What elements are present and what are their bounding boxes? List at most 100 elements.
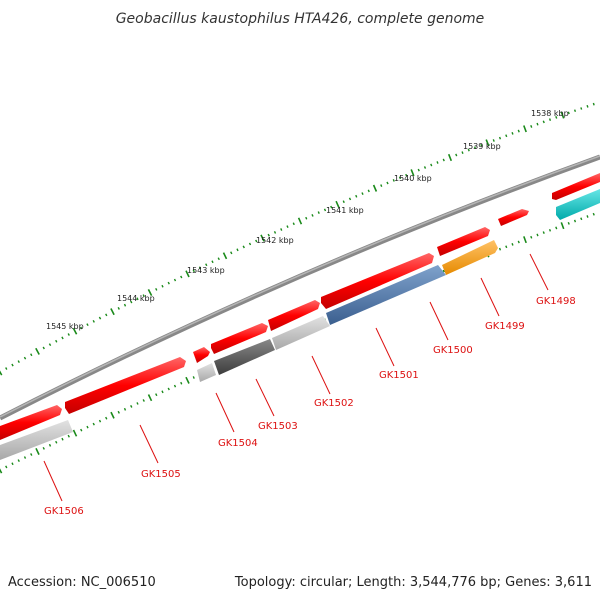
ruler-major-tick [185, 376, 190, 384]
ruler-minor-tick [217, 257, 220, 261]
ruler-minor-tick [55, 440, 58, 444]
outer-ruler-ticks [0, 102, 595, 376]
gene-label-gk1499: GK1499 [485, 321, 525, 332]
forward-strand-genes [0, 173, 600, 440]
ruler-minor-tick [86, 425, 89, 429]
ruler-minor-tick [17, 360, 20, 364]
ruler-minor-tick [511, 243, 514, 246]
gene-label-gk1506: GK1506 [44, 506, 84, 517]
ruler-minor-tick [23, 356, 27, 360]
ruler-minor-tick [330, 205, 333, 209]
ruler-minor-tick [530, 235, 533, 239]
genome-backbone-highlight [0, 155, 600, 418]
ruler-major-tick [147, 289, 153, 296]
ruler-minor-tick [367, 189, 370, 193]
ruler-minor-tick [592, 212, 595, 216]
ruler-minor-tick [42, 446, 45, 450]
ruler-minor-tick [442, 158, 445, 162]
gene-block-gk1499[interactable] [442, 240, 498, 275]
gene-block-forward[interactable] [193, 347, 210, 363]
map-title: Geobacillus kaustophilus HTA426, complet… [116, 11, 485, 27]
ruler-minor-tick [67, 434, 70, 438]
gene-block-forward[interactable] [437, 227, 490, 256]
ruler-minor-tick [536, 122, 539, 126]
kbp-label-1538: 1538 kbp [531, 109, 569, 118]
gene-label-gk1500: GK1500 [433, 345, 473, 356]
kbp-label-1539: 1539 kbp [463, 142, 501, 151]
ruler-minor-tick [342, 200, 345, 204]
ruler-minor-tick [180, 275, 183, 279]
gene-block-gk1502[interactable] [272, 316, 330, 350]
ruler-minor-tick [98, 316, 102, 320]
ruler-minor-tick [292, 222, 295, 226]
ruler-minor-tick [480, 143, 483, 147]
gene-label-gk1503: GK1503 [258, 421, 298, 432]
ruler-minor-tick [5, 367, 8, 370]
ruler-minor-tick [155, 393, 158, 397]
ruler-major-tick [110, 308, 115, 316]
ruler-minor-tick [586, 215, 589, 218]
gene-block-forward[interactable] [321, 253, 434, 309]
gene-block-forward[interactable] [552, 173, 600, 200]
ruler-minor-tick [105, 416, 108, 420]
gene-block-gk1506[interactable] [0, 420, 73, 460]
ruler-minor-tick [130, 300, 133, 304]
ruler-minor-tick [567, 221, 570, 225]
ruler-minor-tick [136, 297, 139, 301]
ruler-minor-tick [511, 132, 514, 135]
ruler-minor-tick [161, 390, 164, 394]
gene-block-gk1498[interactable] [556, 189, 600, 220]
ruler-major-tick [560, 111, 565, 119]
ruler-minor-tick [505, 134, 508, 138]
gene-block-gk1500-1501[interactable] [326, 265, 446, 325]
ruler-minor-tick [123, 407, 127, 411]
ruler-minor-tick [248, 242, 252, 246]
ruler-minor-tick [361, 192, 364, 195]
ruler-major-tick [35, 447, 40, 455]
gene-label-gk1501: GK1501 [379, 370, 419, 381]
inner-ruler-ticks [0, 212, 595, 474]
gene-block-forward[interactable] [0, 405, 62, 440]
ruler-minor-tick [180, 381, 183, 385]
gene-block-forward[interactable] [268, 300, 320, 331]
ruler-minor-tick [498, 247, 502, 251]
ruler-minor-tick [142, 294, 145, 298]
ruler-minor-tick [461, 151, 464, 154]
ruler-major-tick [523, 236, 527, 244]
genome-summary-text: Topology: circular; Length: 3,544,776 bp… [234, 575, 592, 590]
ruler-minor-tick [92, 319, 95, 323]
ruler-minor-tick [48, 343, 52, 347]
kbp-label-1543: 1543 kbp [187, 266, 225, 275]
gene-block-forward[interactable] [498, 209, 529, 226]
ruler-minor-tick [555, 115, 558, 119]
ruler-minor-tick [230, 251, 233, 255]
ruler-minor-tick [530, 125, 533, 128]
ruler-major-tick [0, 468, 3, 474]
ruler-minor-tick [211, 260, 214, 264]
ruler-minor-tick [455, 153, 458, 157]
ruler-major-tick [335, 200, 340, 208]
gene-block-gk1504[interactable] [197, 363, 216, 382]
ruler-minor-tick [161, 284, 164, 288]
ruler-minor-tick [80, 326, 83, 330]
ruler-minor-tick [573, 109, 577, 113]
ruler-minor-tick [117, 306, 120, 310]
ruler-major-tick [410, 169, 415, 177]
ruler-minor-tick [405, 173, 408, 177]
kbp-label-1545: 1545 kbp [46, 322, 84, 331]
gene-label-gk1502: GK1502 [314, 398, 354, 409]
ruler-minor-tick [423, 166, 427, 169]
ruler-minor-tick [205, 263, 208, 267]
gene-block-forward[interactable] [65, 357, 186, 414]
ruler-minor-tick [586, 104, 589, 108]
ruler-major-tick [72, 327, 78, 335]
ruler-minor-tick [173, 384, 177, 388]
gene-label-gk1504: GK1504 [218, 438, 258, 449]
ruler-major-tick [35, 347, 40, 355]
gene-block-gk1503[interactable] [214, 339, 275, 375]
ruler-minor-tick [42, 346, 45, 350]
ruler-minor-tick [67, 333, 70, 336]
ruler-minor-tick [236, 248, 239, 252]
gene-block-forward[interactable] [211, 323, 268, 354]
ruler-minor-tick [317, 211, 320, 214]
